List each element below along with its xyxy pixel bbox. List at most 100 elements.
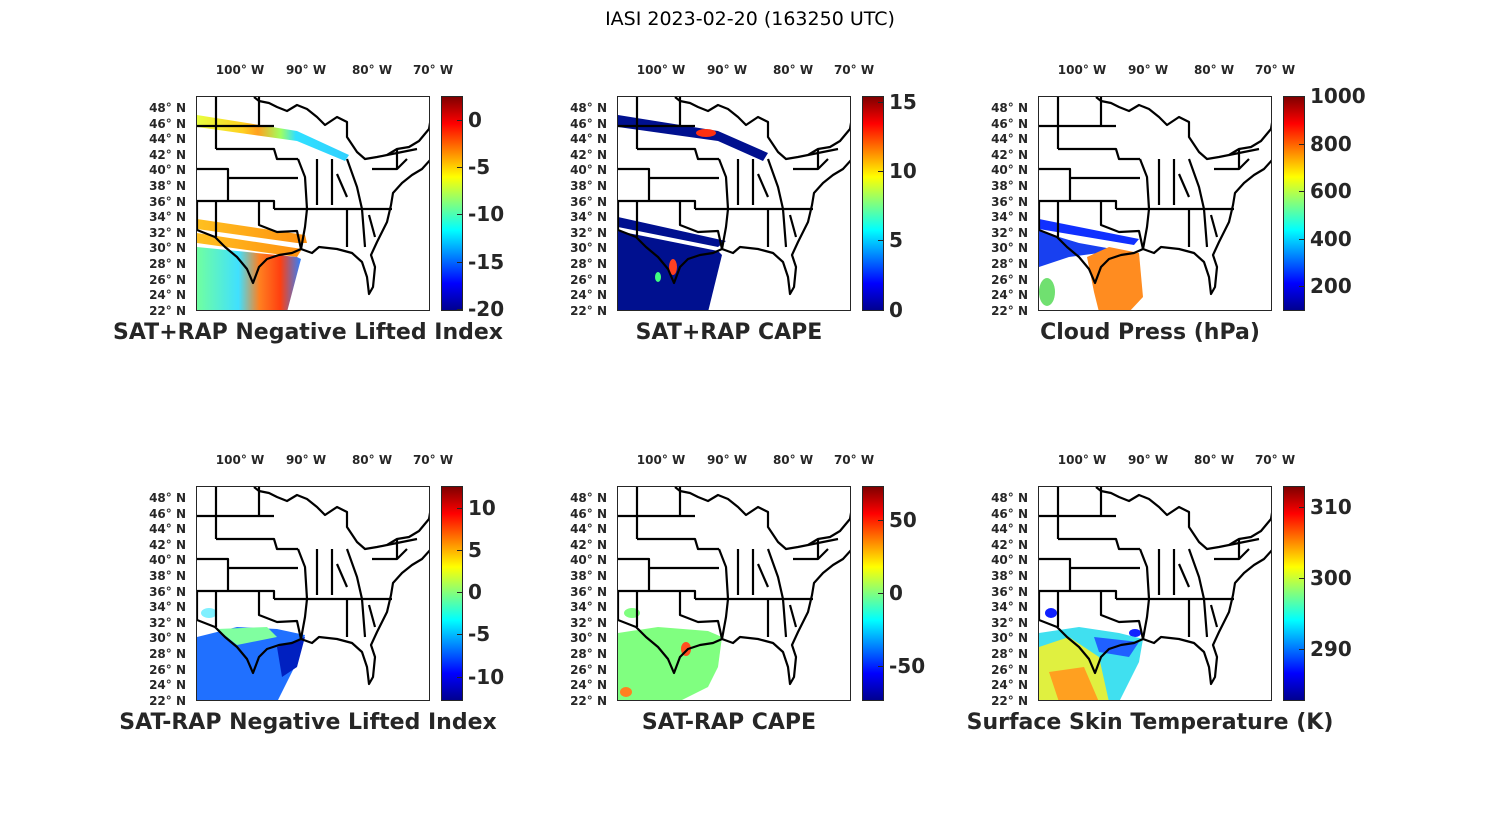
colorbar-tick-mark: [1299, 507, 1305, 509]
latitude-label: 26° N: [570, 662, 607, 677]
longitude-label: 100° W: [215, 453, 265, 467]
latitude-label: 28° N: [149, 647, 186, 661]
colorbar-tick-mark: [1299, 96, 1305, 97]
longitude-label: 100° W: [1057, 453, 1107, 467]
longitude-label: 70° W: [833, 453, 875, 467]
latitude-label: 24° N: [149, 678, 186, 693]
cape-hotspot: [669, 259, 677, 275]
colorbar-tick-label: 0: [468, 107, 482, 132]
data-blob: [277, 637, 305, 677]
map-axes: [617, 96, 851, 311]
latitude-label: 46° N: [991, 116, 1028, 131]
colorbar-tick-label: -50: [889, 653, 926, 678]
data-blob: [1129, 629, 1141, 637]
latitude-label: 36° N: [149, 194, 186, 209]
cloud-low: [1087, 247, 1143, 310]
latitude-label: 46° N: [570, 506, 607, 521]
coastline: [618, 549, 850, 686]
colorbar-tick-label: -5: [468, 155, 491, 180]
latitude-label: 40° N: [570, 163, 607, 178]
colorbar-tick-label: 0: [889, 580, 903, 605]
data-blob: [201, 608, 217, 618]
latitude-label: 32° N: [991, 615, 1028, 630]
latitude-label: 26° N: [149, 272, 186, 287]
latitude-label: 28° N: [991, 647, 1028, 661]
longitude-label: 80° W: [1193, 453, 1235, 467]
latitude-label: 48° N: [991, 491, 1028, 505]
latitude-label: 34° N: [149, 210, 186, 225]
colorbar-tick-label: -10: [468, 202, 505, 227]
latitude-axis: 48° N 46° N 44° N 42° N 40° N 38° N 36° N 34° N…: [698, 96, 1028, 318]
latitude-label: 28° N: [149, 257, 186, 271]
colorbar-tick-label: 200: [1310, 274, 1352, 299]
latitude-label: 26° N: [570, 272, 607, 287]
colorbar-tick-label: 0: [468, 580, 482, 605]
colorbar: [441, 486, 463, 701]
colorbar-tick-mark: [457, 592, 463, 594]
latitude-label: 22° N: [570, 303, 607, 318]
latitude-label: 44° N: [570, 522, 607, 537]
colorbar-tick-mark: [878, 519, 884, 521]
coastline: [197, 159, 429, 296]
latitude-label: 36° N: [991, 194, 1028, 209]
data-overlay: [1039, 97, 1271, 310]
latitude-label: 42° N: [570, 147, 607, 162]
longitude-label: 90° W: [285, 63, 327, 77]
latitude-label: 26° N: [149, 662, 186, 677]
data-overlay: [1039, 487, 1271, 700]
latitude-label: 32° N: [149, 225, 186, 240]
latitude-label: 46° N: [149, 506, 186, 521]
longitude-label: 80° W: [1193, 63, 1235, 77]
cloud-band: [1039, 219, 1139, 245]
data-blob: [1045, 608, 1057, 618]
colorbar-tick-label: 310: [1310, 495, 1352, 520]
latitude-axis: 48° N 46° N 44° N 42° N 40° N 38° N 36° N 34° N…: [0, 96, 186, 318]
cape-hotspot: [655, 272, 661, 282]
latitude-label: 24° N: [991, 288, 1028, 303]
colorbar: [1283, 96, 1305, 311]
latitude-label: 38° N: [991, 569, 1028, 583]
data-overlay: [197, 97, 429, 310]
latitude-label: 32° N: [991, 225, 1028, 240]
map-axes: [617, 486, 851, 701]
longitude-label: 90° W: [1127, 453, 1169, 467]
latitude-label: 44° N: [991, 132, 1028, 147]
longitude-label: 70° W: [412, 63, 454, 77]
latitude-label: 34° N: [570, 210, 607, 225]
panel-sat-minus-rap-cape: 100° W 90° W 80° W 70° W 48° N 46° N 44° N 42° …: [570, 453, 957, 756]
colorbar-tick-mark: [457, 507, 463, 509]
colorbar-tick-label: -10: [468, 664, 505, 689]
latitude-label: 42° N: [149, 537, 186, 552]
panel-surface-skin-temperature: 100° W 90° W 80° W 70° W 48° N 46° N 44° N 42° …: [967, 453, 1378, 756]
latitude-label: 32° N: [570, 615, 607, 630]
latitude-label: 30° N: [991, 631, 1028, 646]
longitude-label: 90° W: [706, 453, 748, 467]
state-border: [618, 487, 839, 640]
latitude-label: 26° N: [991, 272, 1028, 287]
state-border: [197, 487, 418, 640]
colorbar-tick-label: 0: [889, 297, 903, 322]
longitude-label: 100° W: [1057, 63, 1107, 77]
colorbar-tick-mark: [457, 261, 463, 263]
colorbar-tick-mark: [457, 676, 463, 678]
swath-south: [197, 247, 301, 310]
colorbar-tick-mark: [878, 309, 884, 311]
state-border: [618, 97, 839, 250]
panel-title: SAT-RAP Negative Lifted Index: [119, 710, 497, 735]
latitude-label: 34° N: [991, 210, 1028, 225]
colorbar-tick-label: 300: [1310, 565, 1352, 590]
colorbar-tick-label: 290: [1310, 636, 1352, 661]
latitude-label: 42° N: [991, 537, 1028, 552]
colorbar-tick-label: 800: [1310, 131, 1352, 156]
colorbar-tick-mark: [878, 665, 884, 667]
latitude-label: 42° N: [570, 537, 607, 552]
cape-hotspot: [696, 129, 716, 137]
latitude-label: 22° N: [149, 693, 186, 708]
colorbar-tick-label: -15: [468, 249, 505, 274]
colorbar-tick-mark: [1299, 648, 1305, 650]
colorbar-tick-label: 5: [468, 538, 482, 563]
longitude-label: 80° W: [772, 453, 814, 467]
latitude-label: 36° N: [149, 584, 186, 599]
map-axes: [1038, 96, 1272, 311]
latitude-label: 22° N: [570, 693, 607, 708]
